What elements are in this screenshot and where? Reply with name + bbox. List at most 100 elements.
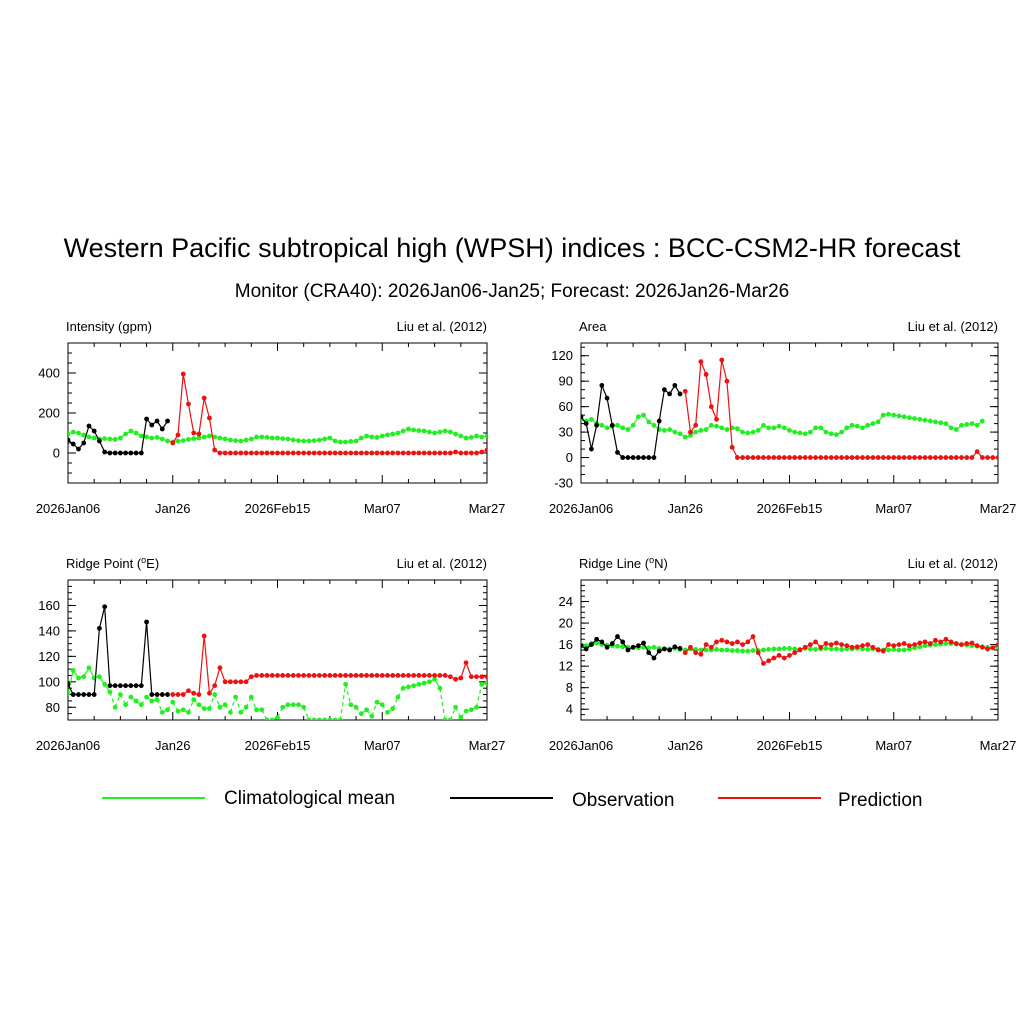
- data-point-climatology: [117, 435, 123, 441]
- data-point-observation: [107, 683, 113, 689]
- series-segment-prediction: [752, 636, 759, 653]
- data-point-prediction: [781, 455, 787, 460]
- data-point-prediction: [729, 641, 735, 646]
- data-point-climatology: [615, 643, 620, 649]
- data-point-climatology: [269, 435, 275, 441]
- data-point-prediction: [891, 643, 897, 649]
- data-point-climatology: [290, 437, 296, 443]
- data-point-climatology: [677, 431, 683, 437]
- data-point-climatology: [301, 704, 307, 710]
- data-point-prediction: [974, 449, 980, 455]
- data-point-prediction: [385, 450, 390, 456]
- data-point-climatology: [959, 422, 964, 428]
- data-point-prediction: [734, 639, 740, 645]
- data-point-climatology: [390, 431, 396, 437]
- data-point-observation: [97, 438, 102, 444]
- data-point-prediction: [844, 455, 850, 460]
- data-point-prediction: [714, 416, 719, 422]
- data-point-prediction: [416, 450, 422, 456]
- data-point-climatology: [191, 436, 197, 441]
- data-point-climatology: [154, 435, 160, 440]
- data-point-observation: [117, 450, 123, 456]
- data-point-prediction: [374, 450, 380, 456]
- data-point-climatology: [180, 707, 186, 713]
- data-point-climatology: [484, 680, 487, 686]
- data-point-climatology: [332, 717, 338, 720]
- data-point-prediction: [511, 635, 516, 640]
- data-point-observation: [86, 423, 92, 429]
- series-segment-observation: [98, 606, 106, 629]
- y-tick-label: 16: [559, 637, 573, 652]
- data-point-prediction: [290, 673, 296, 678]
- data-point-observation: [625, 455, 631, 460]
- data-point-climatology: [620, 425, 626, 431]
- data-point-climatology: [306, 717, 312, 720]
- data-point-observation: [599, 383, 605, 388]
- data-point-prediction: [332, 450, 338, 456]
- data-point-climatology: [86, 665, 92, 671]
- series-segment-prediction: [214, 667, 221, 686]
- data-point-observation: [154, 418, 160, 424]
- data-point-climatology: [442, 717, 448, 720]
- data-point-climatology: [180, 438, 186, 443]
- data-point-climatology: [766, 425, 772, 431]
- data-point-prediction: [426, 673, 432, 678]
- y-tick-label: 12: [559, 659, 573, 674]
- data-point-climatology: [969, 421, 975, 427]
- data-point-prediction: [306, 673, 312, 678]
- data-point-climatology: [651, 422, 657, 428]
- data-point-prediction: [802, 455, 808, 460]
- data-point-climatology: [296, 702, 301, 708]
- data-point-prediction: [254, 450, 259, 456]
- data-point-climatology: [453, 704, 458, 710]
- data-point-climatology: [891, 647, 897, 652]
- data-point-prediction: [688, 429, 693, 435]
- series-segment-prediction: [460, 662, 467, 679]
- data-point-climatology: [912, 416, 917, 421]
- series-segment-observation: [596, 385, 603, 426]
- data-point-prediction: [243, 679, 249, 685]
- y-tick-label: 120: [551, 348, 573, 363]
- data-point-prediction: [495, 440, 500, 445]
- data-point-prediction: [495, 674, 500, 679]
- data-point-climatology: [922, 417, 928, 423]
- data-point-climatology: [138, 702, 144, 708]
- data-point-climatology: [68, 431, 71, 437]
- data-point-climatology: [76, 430, 81, 436]
- data-point-prediction: [343, 673, 348, 678]
- data-point-prediction: [933, 455, 938, 460]
- data-point-climatology: [708, 422, 714, 428]
- data-point-prediction: [761, 455, 766, 460]
- data-point-climatology: [453, 431, 458, 437]
- data-point-prediction: [227, 679, 233, 685]
- series-segment-prediction: [684, 391, 692, 433]
- data-point-climatology: [719, 425, 725, 431]
- data-point-climatology: [891, 412, 897, 418]
- data-point-observation: [677, 391, 683, 397]
- series-segment-observation: [585, 423, 593, 450]
- data-point-climatology: [165, 707, 170, 713]
- plot-reference: Liu et al. (2012): [908, 556, 998, 571]
- data-point-prediction: [463, 450, 469, 456]
- data-point-prediction: [411, 673, 417, 678]
- data-point-prediction: [839, 455, 845, 460]
- data-point-observation: [662, 387, 667, 393]
- data-point-climatology: [781, 425, 787, 431]
- legend: Climatological mean Observation Predicti…: [102, 788, 923, 811]
- data-point-prediction: [432, 450, 438, 456]
- data-point-climatology: [285, 702, 291, 708]
- data-point-observation: [165, 418, 170, 424]
- legend-label-prediction: Prediction: [838, 790, 923, 811]
- data-point-observation: [107, 450, 113, 456]
- data-point-prediction: [474, 450, 479, 456]
- data-point-climatology: [238, 438, 244, 444]
- data-point-climatology: [761, 422, 766, 428]
- data-point-prediction: [964, 641, 970, 646]
- data-point-climatology: [364, 433, 369, 439]
- series-segment-prediction: [187, 403, 195, 434]
- data-point-observation: [154, 692, 160, 697]
- data-point-prediction: [416, 673, 422, 678]
- data-point-climatology: [964, 422, 970, 427]
- data-point-prediction: [463, 660, 469, 666]
- data-point-observation: [70, 692, 76, 697]
